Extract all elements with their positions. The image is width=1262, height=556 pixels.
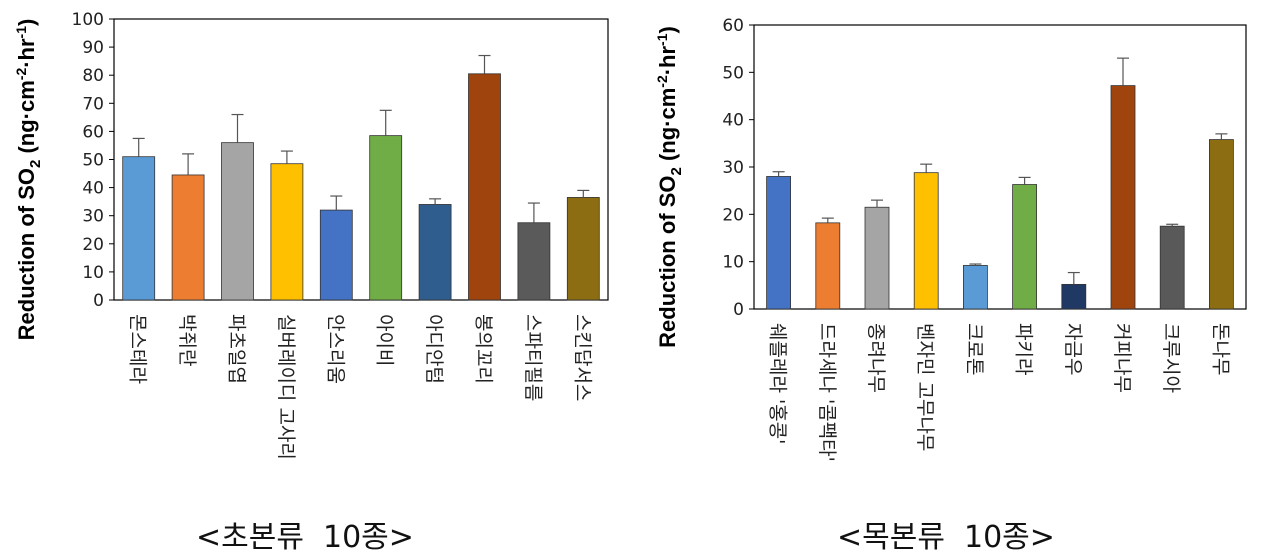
category-label: 박쥐란 <box>176 314 198 366</box>
y-tick-label: 70 <box>82 94 104 114</box>
bar <box>418 204 452 301</box>
category-label: 종려나무 <box>865 323 887 393</box>
bar <box>221 142 254 301</box>
y-tick-label: 60 <box>82 122 104 142</box>
category-label: 드라세나 '콤팩타' <box>816 323 838 462</box>
herbaceous-chart-panel: 0 10 20 30 40 50 60 70 80 90 100 Reduction of SO2 (… <box>0 0 631 555</box>
y-tick-label: 40 <box>722 111 744 131</box>
category-label: 봉의꼬리 <box>473 314 495 384</box>
y-tick-label: 30 <box>722 158 744 178</box>
category-label: 아이비 <box>374 314 396 366</box>
category-label: 커피나무 <box>1111 323 1133 393</box>
herbaceous-chart-caption: <초본류 10종> <box>196 520 414 555</box>
category-label: 돈나무 <box>1209 323 1231 375</box>
y-tick-label: 10 <box>82 263 104 283</box>
bar <box>468 73 501 301</box>
category-label: 몬스테라 <box>127 314 149 384</box>
bar <box>815 222 841 310</box>
category-label: 파키라 <box>1013 323 1035 375</box>
y-tick-label: 20 <box>722 205 744 225</box>
woody-chart-caption: <목본류 10종> <box>837 520 1055 555</box>
bar <box>319 209 353 301</box>
y-tick-label: 100 <box>72 10 104 30</box>
y-tick-label: 0 <box>733 300 744 320</box>
bar <box>1159 225 1185 310</box>
bar <box>962 265 988 310</box>
category-label: 크로톤 <box>963 323 985 375</box>
bar <box>1061 283 1087 310</box>
category-label: 크루시아 <box>1160 323 1182 393</box>
bar <box>1012 184 1038 310</box>
y-tick-label: 0 <box>93 291 104 311</box>
y-tick-label: 30 <box>82 207 104 227</box>
y-axis-title: Reduction of SO2 (ng·cm-2·hr-1) <box>13 19 44 341</box>
bar <box>369 135 403 301</box>
y-tick-label: 50 <box>82 151 104 171</box>
bar <box>913 172 939 310</box>
y-tick-label: 20 <box>82 235 104 255</box>
category-label: 스파티필름 <box>522 314 544 401</box>
bar <box>566 197 600 301</box>
bar <box>122 156 156 301</box>
category-label: 자금우 <box>1062 323 1084 375</box>
category-label: 쉐플레라 '홍콩' <box>767 323 789 444</box>
herbaceous-bar-chart: 0 10 20 30 40 50 60 70 80 90 100 Reduction of SO2 (… <box>13 10 609 460</box>
category-label: 벤자민 고무나무 <box>914 323 936 451</box>
y-tick-label: 40 <box>82 179 104 199</box>
category-label: 실버레이디 고사리 <box>275 314 297 460</box>
y-tick-label: 10 <box>722 253 744 273</box>
y-tick-label: 90 <box>82 38 104 58</box>
category-label: 아디안텀 <box>423 314 445 384</box>
category-label: 스킨답서스 <box>571 314 593 401</box>
woody-chart-panel: 0 10 20 30 40 50 60 Reduction of SO2 (ng·cm-2·h… <box>631 0 1262 555</box>
bar <box>517 222 551 301</box>
bar <box>1209 139 1234 310</box>
woody-bar-chart: 0 10 20 30 40 50 60 Reduction of SO2 (ng·cm-2·h… <box>654 16 1247 462</box>
bar <box>766 176 792 310</box>
category-label: 파초일엽 <box>226 314 248 384</box>
category-label: 안스리움 <box>324 314 346 384</box>
bar <box>171 174 205 301</box>
y-tick-label: 60 <box>722 16 744 36</box>
y-tick-label: 80 <box>82 66 104 86</box>
bar <box>864 206 890 310</box>
y-tick-label: 50 <box>722 63 744 83</box>
bar <box>270 163 304 301</box>
y-axis-title: Reduction of SO2 (ng·cm-2·hr-1) <box>654 26 685 348</box>
bar <box>1110 85 1136 310</box>
